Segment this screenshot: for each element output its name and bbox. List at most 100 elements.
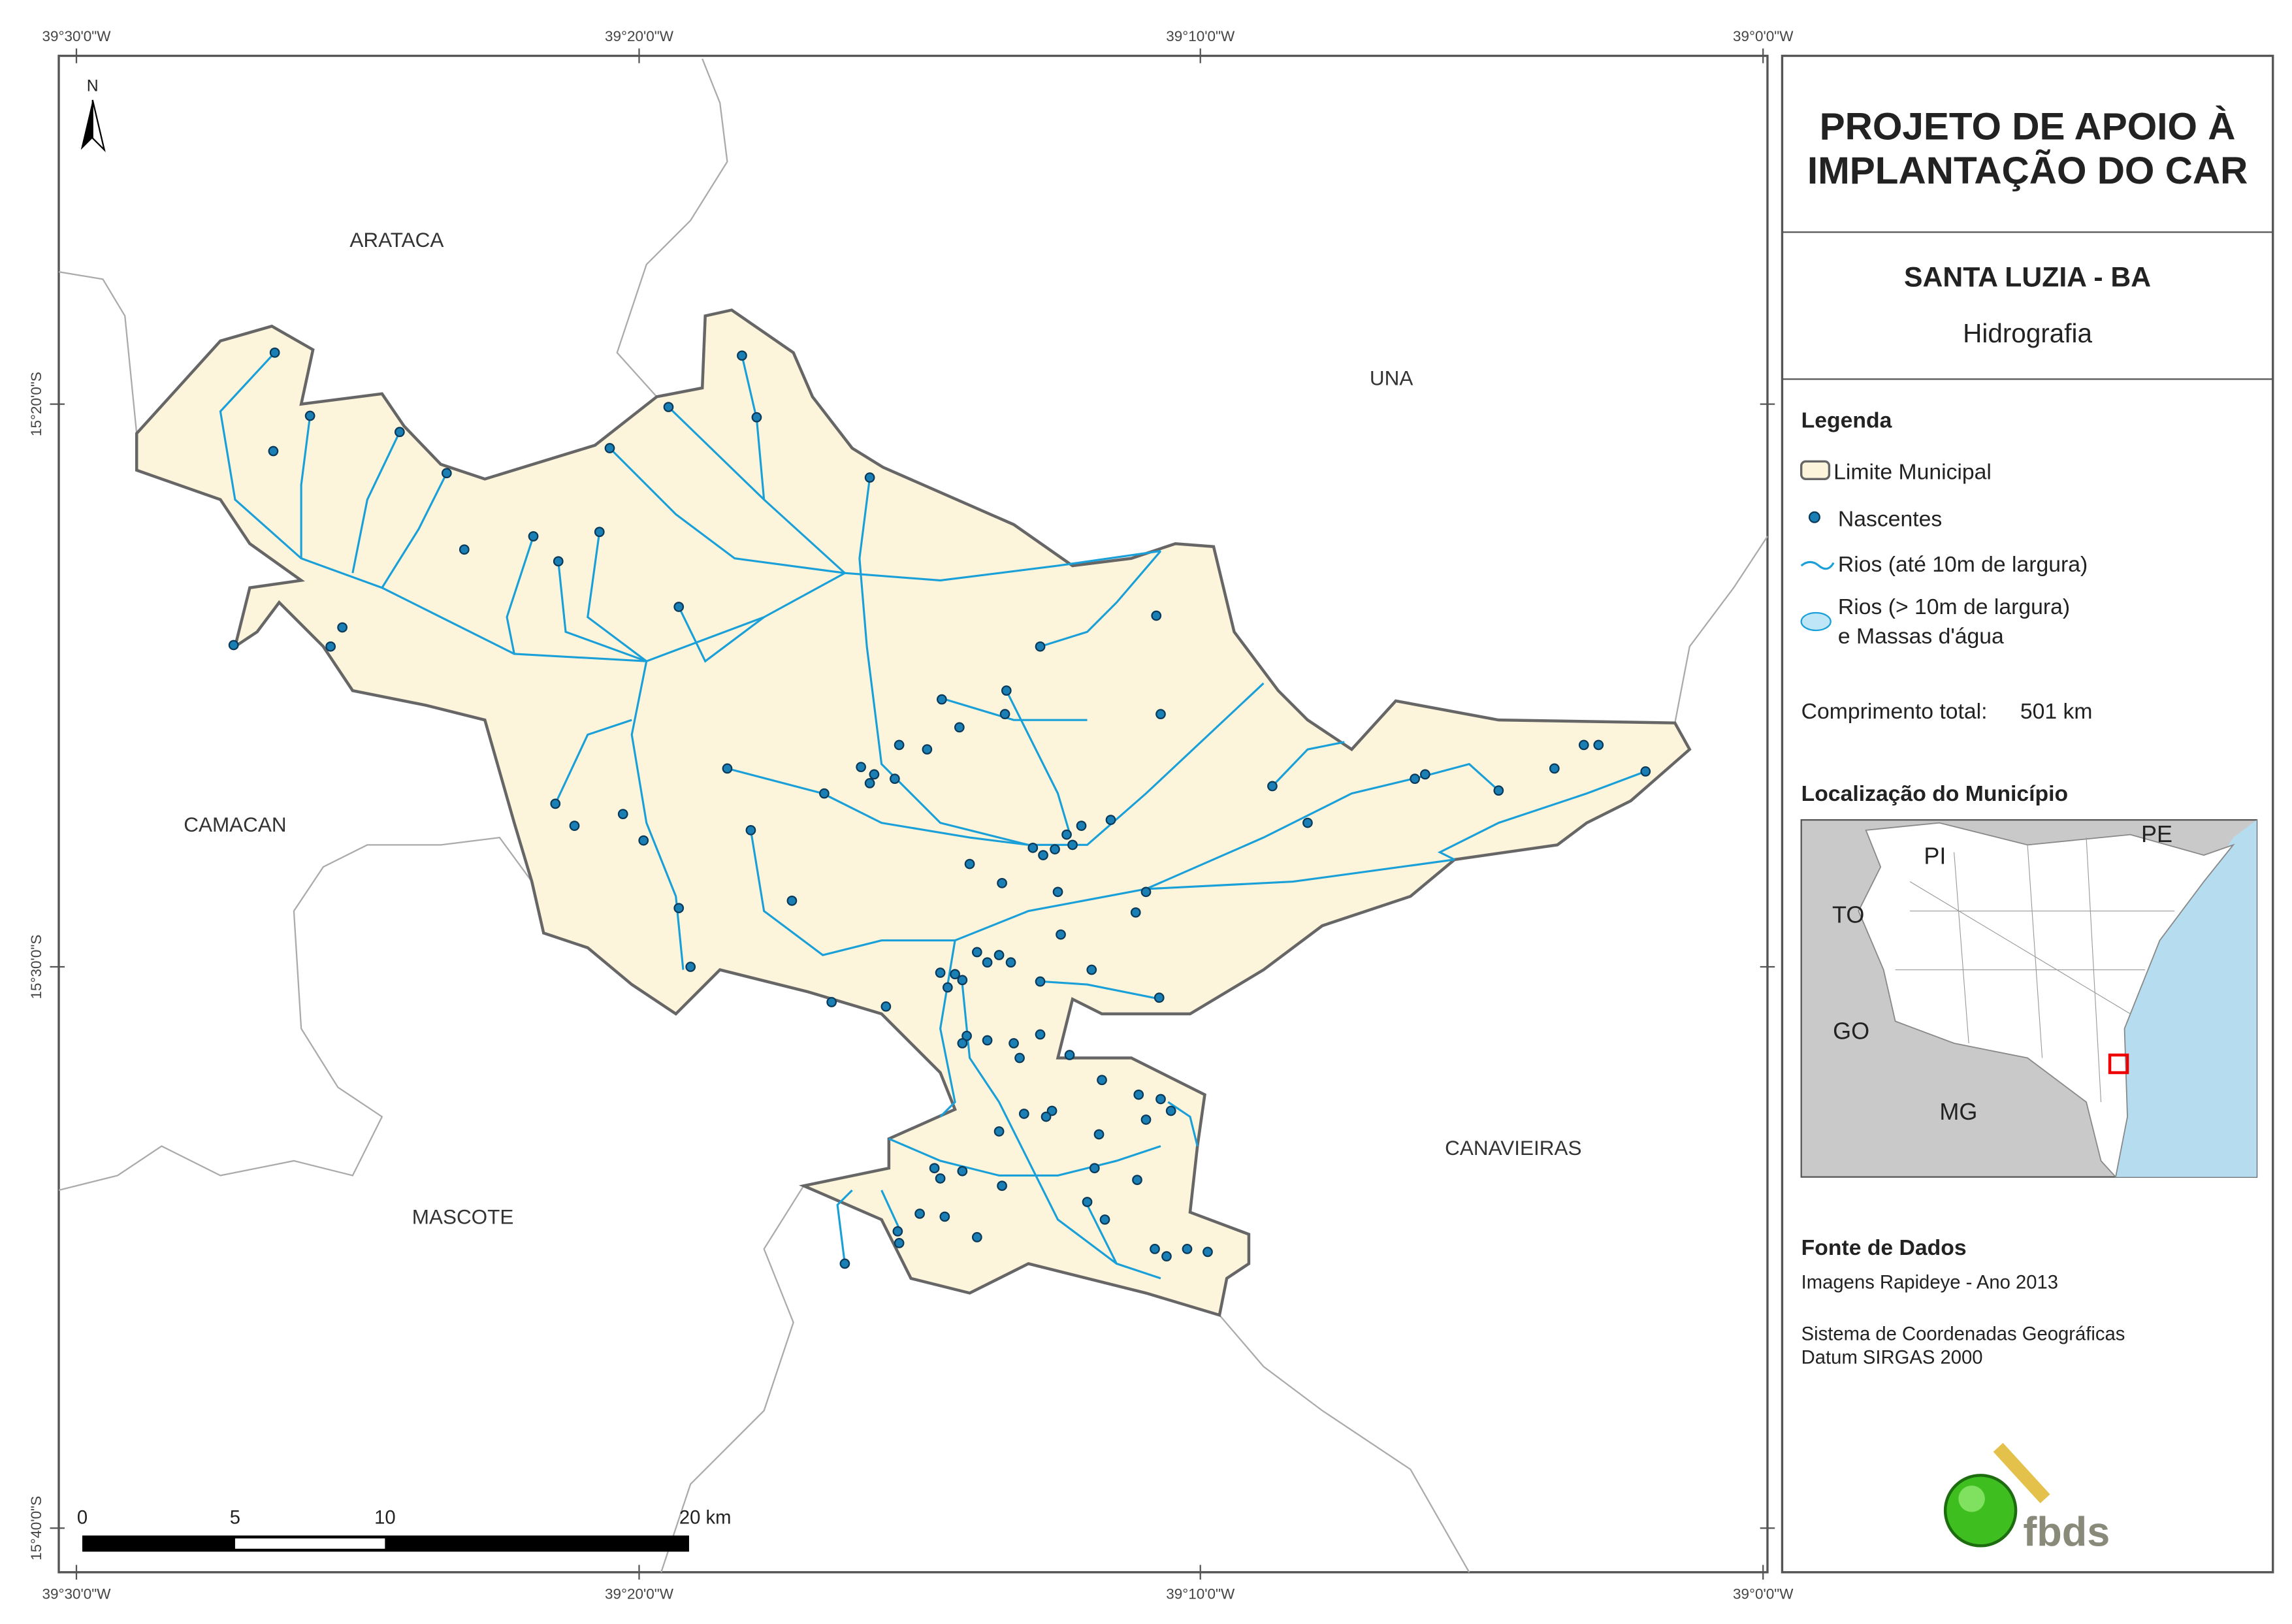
state-label: PI	[1924, 843, 1946, 869]
source-line: Datum SIRGAS 2000	[1801, 1347, 1983, 1368]
spring	[1150, 1244, 1160, 1254]
spring	[1067, 839, 1078, 851]
spring	[1155, 1094, 1166, 1105]
theme: Hidrografia	[1963, 318, 2092, 348]
rivers	[219, 351, 1646, 1280]
spring	[441, 468, 452, 479]
neighbor-label: CAMACAN	[184, 813, 286, 836]
location-inset	[1800, 819, 2258, 1178]
spring	[1105, 815, 1116, 825]
north-arrow	[91, 99, 106, 153]
neighbor-label: ARATACA	[349, 228, 444, 252]
spring	[1009, 1038, 1019, 1048]
legend-item: Nascentes	[1838, 506, 1942, 531]
source-heading: Fonte de Dados	[1801, 1235, 1967, 1260]
legend-item: Rios (até 10m de largura)	[1838, 552, 2088, 577]
spring	[553, 556, 564, 567]
logo-mark	[1958, 1486, 1985, 1512]
legend-item: Limite Municipal	[1833, 459, 1992, 484]
legend-item: Rios (> 10m de largura)	[1838, 594, 2070, 619]
spring	[745, 824, 756, 836]
spring	[936, 694, 947, 705]
neighbor-label: CANAVIEIRAS	[1445, 1136, 1581, 1160]
spring	[1001, 685, 1012, 696]
neighbor-label: UNA	[1370, 366, 1413, 389]
spring	[1419, 769, 1430, 780]
spring	[1093, 1129, 1105, 1140]
title-line: IMPLANTAÇÃO DO CAR	[1807, 149, 2248, 192]
state-label: MG	[1939, 1098, 1977, 1125]
spring	[856, 762, 867, 773]
spring	[826, 997, 837, 1007]
spring	[1549, 763, 1560, 774]
spring	[1165, 1105, 1176, 1116]
spring	[594, 527, 605, 538]
coord-label: 39°30'0"W	[42, 1585, 111, 1602]
spring	[1018, 1109, 1029, 1119]
spring	[894, 1238, 905, 1248]
panel-frame	[1781, 54, 2274, 1574]
spring	[337, 622, 347, 633]
scale-label: 20 km	[679, 1508, 732, 1529]
spring	[957, 1038, 968, 1048]
spring	[1640, 766, 1651, 777]
spring	[604, 443, 615, 453]
coord-label: 39°0'0"W	[1733, 28, 1794, 44]
source-line: Imagens Rapideye - Ano 2013	[1801, 1273, 2058, 1293]
spring	[864, 472, 875, 483]
spring	[971, 947, 982, 958]
spring	[1082, 1197, 1093, 1207]
length-value: 501 km	[2020, 699, 2093, 724]
spring	[685, 962, 696, 972]
spring	[1130, 907, 1141, 918]
spring	[939, 1211, 950, 1222]
spring	[889, 773, 900, 785]
length-label: Comprimento total:	[1801, 699, 1988, 724]
spring	[993, 1126, 1005, 1137]
coord-label: 39°0'0"W	[1733, 1585, 1794, 1602]
spring	[528, 531, 539, 542]
spring	[1089, 1163, 1100, 1174]
north-label: N	[87, 77, 99, 95]
coord-label: 39°10'0"W	[1166, 28, 1235, 44]
legend-symbol	[1800, 560, 1835, 570]
source-line: Sistema de Coordenadas Geográficas	[1801, 1324, 2125, 1344]
spring	[1027, 842, 1039, 853]
spring	[1267, 781, 1278, 792]
spring	[997, 877, 1007, 888]
legend-symbol	[1800, 460, 1831, 480]
spring	[663, 402, 674, 412]
state-label: GO	[1833, 1017, 1869, 1044]
spring	[617, 809, 628, 819]
spring	[459, 544, 470, 555]
spring	[942, 982, 953, 993]
spring	[971, 1232, 982, 1242]
coord-label: 15°20'0"S	[28, 372, 44, 436]
spring	[950, 969, 960, 980]
spring	[819, 788, 830, 799]
title-line: PROJETO DE APOIO À	[1820, 105, 2236, 148]
spring	[1046, 1105, 1057, 1116]
spring	[1154, 992, 1165, 1003]
state-label: PE	[2141, 820, 2172, 847]
spring	[1202, 1246, 1213, 1258]
spring	[304, 410, 315, 421]
spring	[1593, 739, 1604, 751]
spring	[954, 722, 965, 733]
spring	[228, 640, 239, 651]
spring	[1182, 1244, 1193, 1254]
spring	[268, 446, 279, 457]
legend-item: e Massas d'água	[1838, 624, 2004, 649]
legend-symbol	[1800, 611, 1832, 632]
spring	[993, 950, 1005, 960]
spring	[1302, 817, 1313, 828]
spring	[1014, 1052, 1025, 1064]
spring	[1050, 844, 1060, 854]
spring	[1410, 773, 1420, 785]
spring	[737, 350, 747, 361]
spring	[880, 1001, 892, 1012]
spring	[1076, 820, 1087, 831]
spring	[1140, 886, 1152, 898]
logo-mark	[1993, 1442, 2050, 1504]
